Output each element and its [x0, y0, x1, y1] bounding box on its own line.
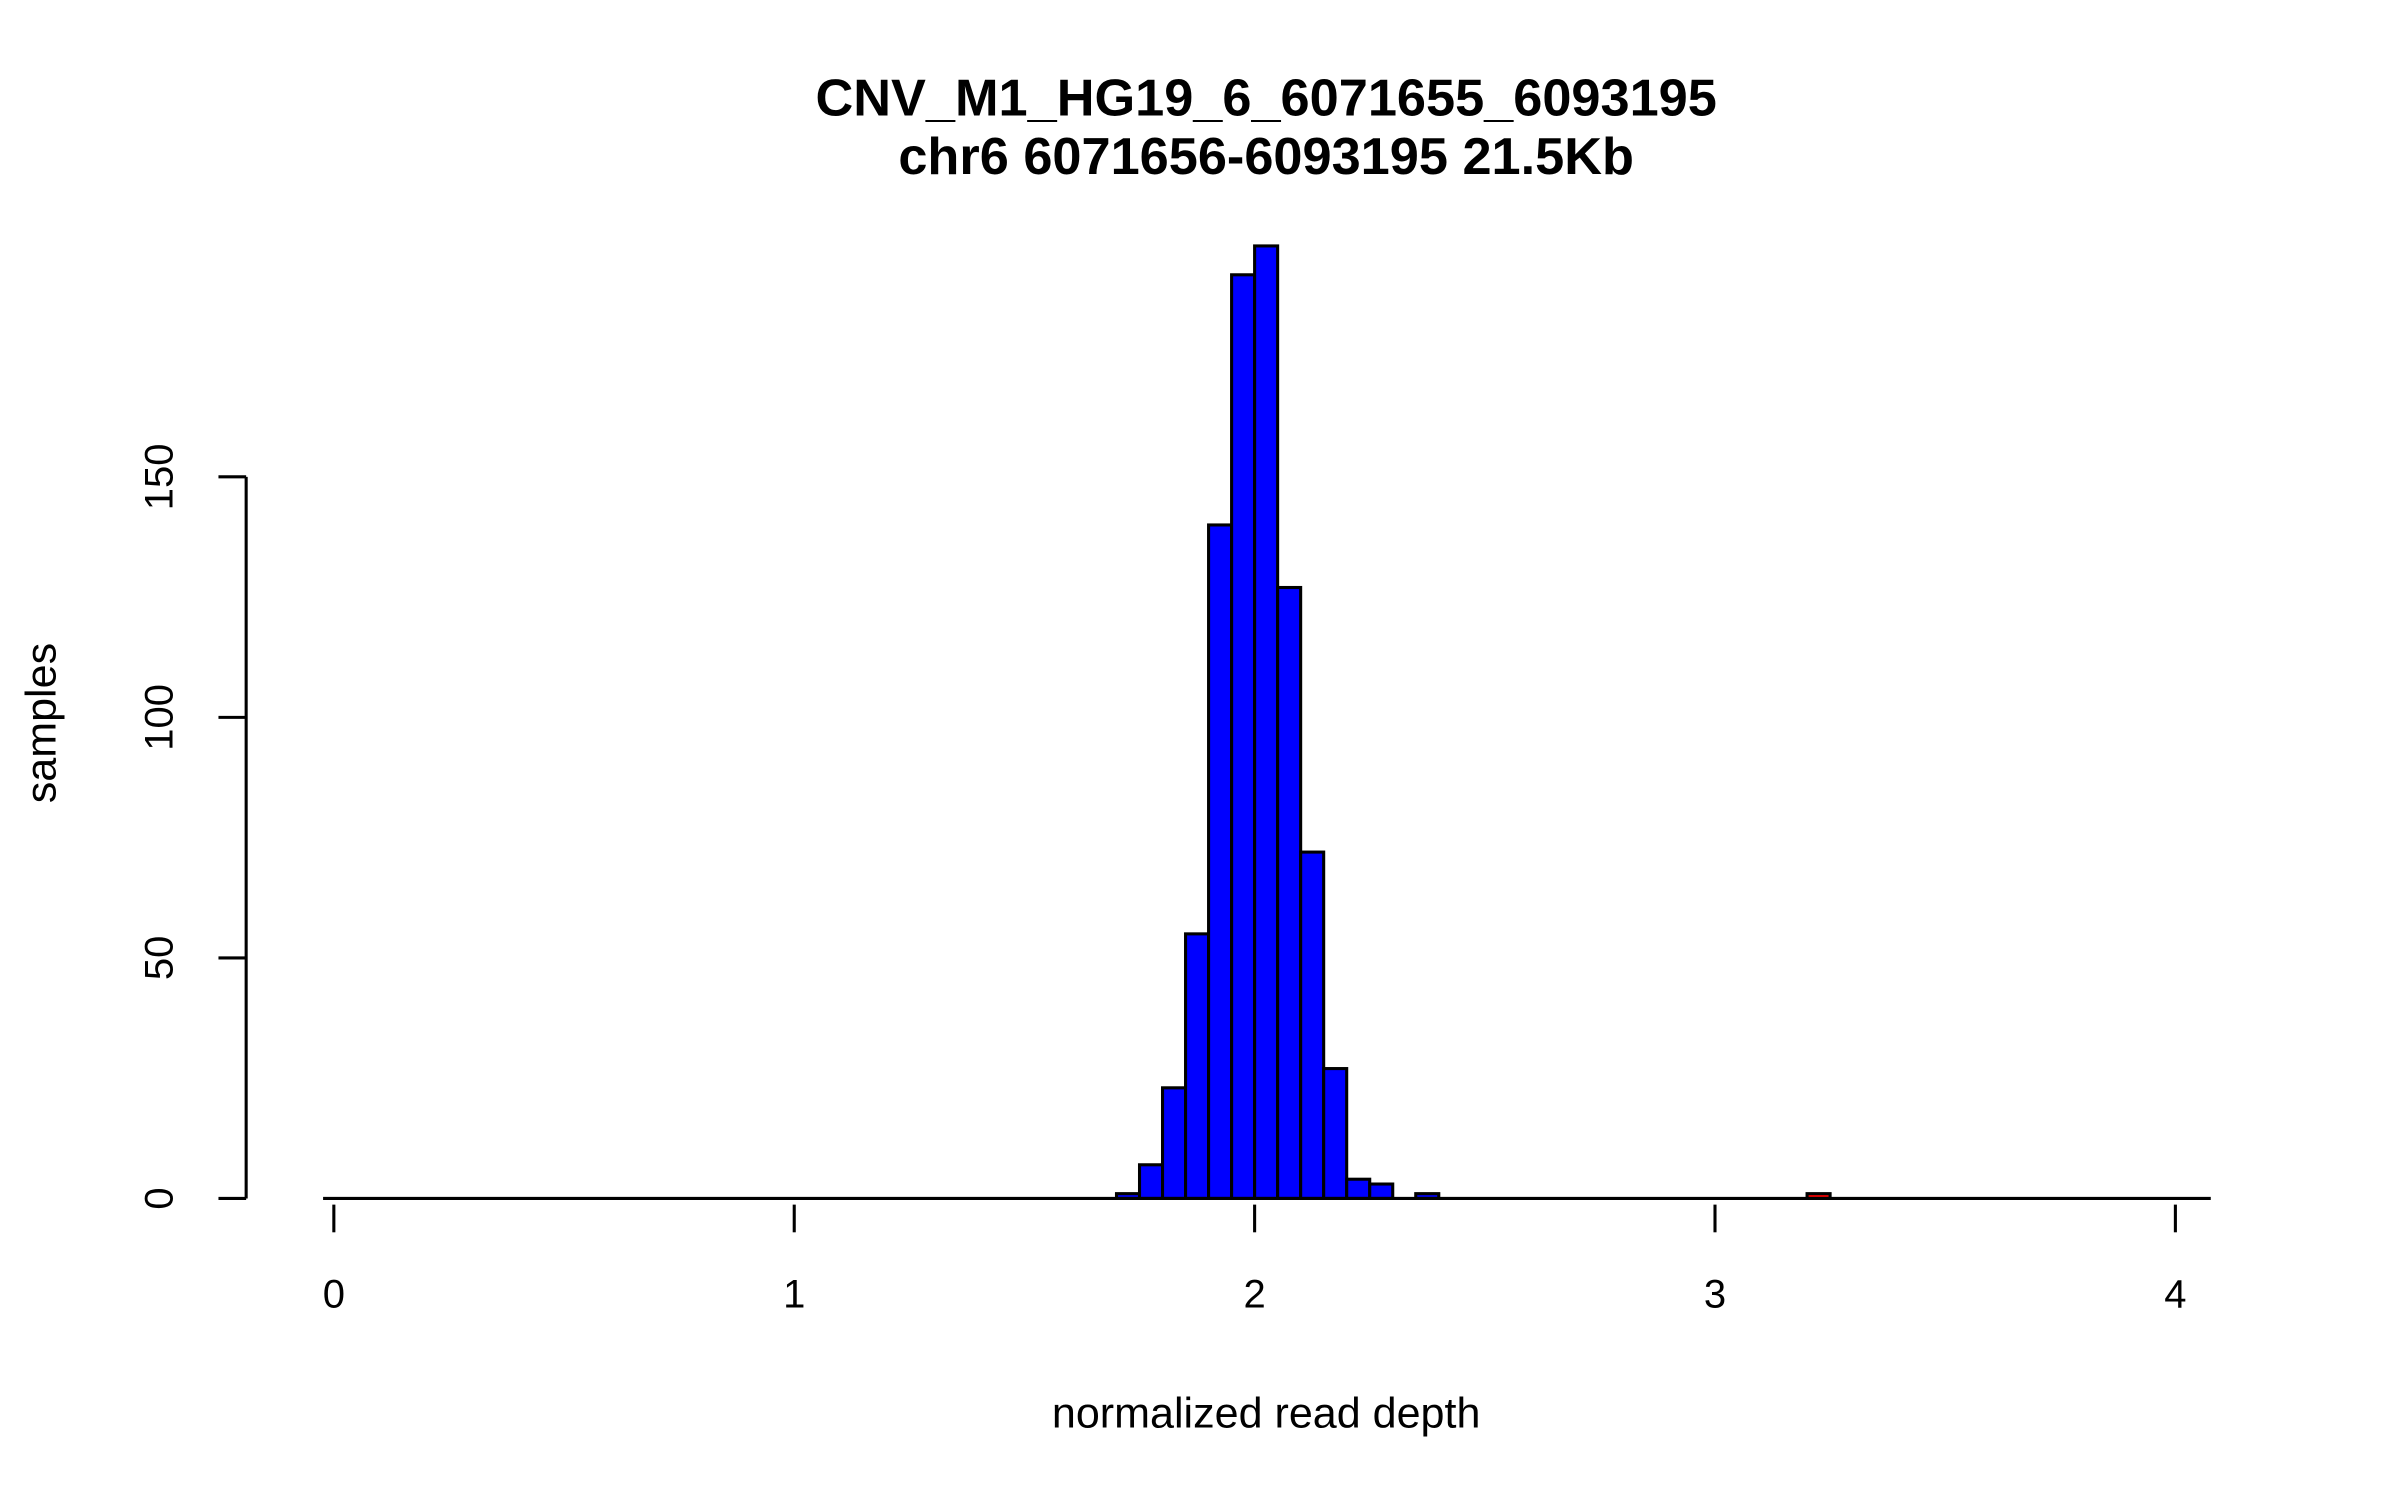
histogram-bar [1230, 273, 1257, 1200]
y-tick-label: 0 [137, 1187, 181, 1209]
histogram-bar [1207, 523, 1234, 1200]
x-axis-label: normalized read depth [1052, 1390, 1481, 1438]
bars-group [1114, 244, 1832, 1201]
y-tick-label: 150 [137, 443, 181, 510]
x-tick-label: 4 [2164, 1273, 2186, 1317]
histogram-bar [1276, 585, 1303, 1200]
x-tick-label: 0 [323, 1273, 345, 1317]
x-tick-label: 3 [1704, 1273, 1726, 1317]
histogram-bar [1368, 1182, 1395, 1201]
histogram-bar [1161, 1086, 1188, 1200]
histogram-bar [1137, 1163, 1165, 1201]
histogram-bar [1299, 850, 1326, 1201]
x-tick-label: 2 [1243, 1273, 1265, 1317]
y-tick-label: 50 [137, 936, 181, 981]
y-axis: 0 50 100 150 [137, 443, 248, 1210]
chart-subtitle: chr6 6071656-6093195 21.5Kb [898, 128, 1634, 186]
histogram-bar [1322, 1067, 1349, 1200]
histogram-bar [1184, 932, 1211, 1201]
histogram-bar [1345, 1177, 1372, 1201]
chart-title: CNV_M1_HG19_6_6071655_6093195 [815, 69, 1716, 127]
histogram-bar [1253, 244, 1280, 1200]
y-axis-label: samples [17, 643, 65, 803]
y-tick-label: 100 [137, 684, 181, 751]
x-tick-label: 1 [783, 1273, 805, 1317]
x-axis: 0 1 2 3 4 [323, 1204, 2187, 1317]
